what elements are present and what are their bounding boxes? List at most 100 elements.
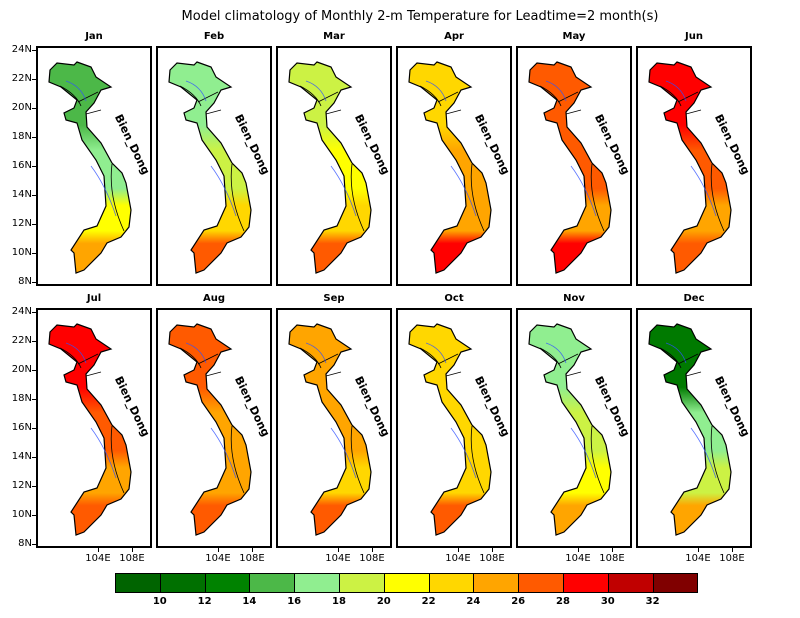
panel-title: Aug bbox=[202, 293, 226, 304]
colorbar-box bbox=[249, 573, 296, 593]
lat-tick bbox=[32, 457, 36, 458]
map-panel-jan: Bien_Dong bbox=[36, 46, 152, 286]
lon-label: 108E bbox=[479, 553, 505, 564]
lon-tick bbox=[458, 548, 459, 552]
contour-line bbox=[665, 342, 717, 479]
lon-tick bbox=[372, 548, 373, 552]
sea-label: Bien_Dong bbox=[592, 374, 630, 438]
sea-label: Bien_Dong bbox=[112, 112, 150, 176]
country-shape bbox=[408, 323, 492, 536]
panel-title: May bbox=[562, 31, 586, 42]
lat-label: 14N bbox=[11, 451, 32, 462]
lat-tick bbox=[32, 137, 36, 138]
lat-tick bbox=[32, 108, 36, 109]
vietnam-map: Bien_Dong bbox=[288, 61, 392, 274]
lat-label: 12N bbox=[11, 480, 32, 491]
lon-tick bbox=[218, 548, 219, 552]
region-border bbox=[59, 347, 125, 494]
colorbar-box bbox=[518, 573, 564, 593]
map-panel-mar: Bien_Dong bbox=[276, 46, 392, 286]
lon-label: 104E bbox=[445, 553, 471, 564]
sea-label: Bien_Dong bbox=[592, 112, 630, 176]
sea-label: Bien_Dong bbox=[232, 374, 270, 438]
lat-tick bbox=[32, 253, 36, 254]
lon-label: 104E bbox=[685, 553, 711, 564]
panel-title: Jul bbox=[86, 293, 102, 304]
country-shape bbox=[288, 323, 372, 536]
colorbar-label: 14 bbox=[242, 596, 257, 607]
contour-line bbox=[65, 80, 117, 217]
lat-tick bbox=[32, 282, 36, 283]
lon-tick bbox=[492, 548, 493, 552]
lon-label: 108E bbox=[359, 553, 385, 564]
vietnam-map: Bien_Dong bbox=[528, 61, 632, 274]
panel-title: Nov bbox=[563, 293, 585, 304]
contour-line bbox=[305, 80, 357, 217]
colorbar-label: 12 bbox=[197, 596, 212, 607]
lat-label: 10N bbox=[11, 247, 32, 258]
country-shape bbox=[648, 323, 732, 536]
vietnam-map: Bien_Dong bbox=[648, 323, 752, 536]
country-shape bbox=[408, 61, 492, 274]
sea-label: Bien_Dong bbox=[352, 374, 390, 438]
sea-label: Bien_Dong bbox=[112, 374, 150, 438]
panel-title: Jan bbox=[85, 31, 103, 42]
lat-label: 14N bbox=[11, 189, 32, 200]
lat-tick bbox=[32, 341, 36, 342]
country-shape bbox=[528, 323, 612, 536]
lon-label: 104E bbox=[205, 553, 231, 564]
lat-label: 18N bbox=[11, 131, 32, 142]
contour-line bbox=[545, 342, 597, 479]
lat-tick bbox=[32, 544, 36, 545]
lon-tick bbox=[98, 548, 99, 552]
contour-line bbox=[545, 80, 597, 217]
colorbar-box bbox=[428, 573, 475, 593]
contour-line bbox=[425, 342, 477, 479]
vietnam-map: Bien_Dong bbox=[288, 323, 392, 536]
lon-label: 104E bbox=[85, 553, 111, 564]
region-border bbox=[179, 85, 245, 232]
panel-title: Jun bbox=[685, 31, 703, 42]
panel-title: Apr bbox=[444, 31, 464, 42]
map-panel-oct: Bien_Dong bbox=[396, 308, 512, 548]
lat-label: 8N bbox=[18, 538, 32, 549]
lat-label: 12N bbox=[11, 218, 32, 229]
panel-title: Dec bbox=[683, 293, 705, 304]
country-shape bbox=[528, 61, 612, 274]
colorbar-label: 30 bbox=[600, 596, 615, 607]
country-shape bbox=[288, 61, 372, 274]
map-panel-dec: Bien_Dong bbox=[636, 308, 752, 548]
lat-tick bbox=[32, 370, 36, 371]
colorbar-box bbox=[383, 573, 430, 593]
country-shape bbox=[48, 61, 132, 274]
colorbar-label: 32 bbox=[645, 596, 660, 607]
region-border bbox=[659, 85, 725, 232]
colorbar-label: 16 bbox=[287, 596, 302, 607]
country-shape bbox=[648, 61, 732, 274]
lat-label: 16N bbox=[11, 422, 32, 433]
contour-line bbox=[65, 342, 117, 479]
lat-label: 24N bbox=[11, 306, 32, 317]
lat-tick bbox=[32, 195, 36, 196]
lat-tick bbox=[32, 399, 36, 400]
colorbar-label: 10 bbox=[152, 596, 167, 607]
vietnam-map: Bien_Dong bbox=[168, 61, 272, 274]
lat-label: 10N bbox=[11, 509, 32, 520]
region-border bbox=[539, 347, 605, 494]
lon-label: 108E bbox=[239, 553, 265, 564]
lon-tick bbox=[338, 548, 339, 552]
contour-line bbox=[425, 80, 477, 217]
lat-label: 22N bbox=[11, 335, 32, 346]
sea-label: Bien_Dong bbox=[352, 112, 390, 176]
sea-label: Bien_Dong bbox=[712, 374, 750, 438]
region-border bbox=[299, 347, 365, 494]
contour-line bbox=[665, 80, 717, 217]
lon-label: 108E bbox=[599, 553, 625, 564]
colorbar-box bbox=[652, 573, 699, 593]
colorbar-box bbox=[473, 573, 520, 593]
colorbar-box bbox=[607, 573, 654, 593]
country-shape bbox=[168, 323, 252, 536]
vietnam-map: Bien_Dong bbox=[48, 323, 152, 536]
lon-tick bbox=[612, 548, 613, 552]
